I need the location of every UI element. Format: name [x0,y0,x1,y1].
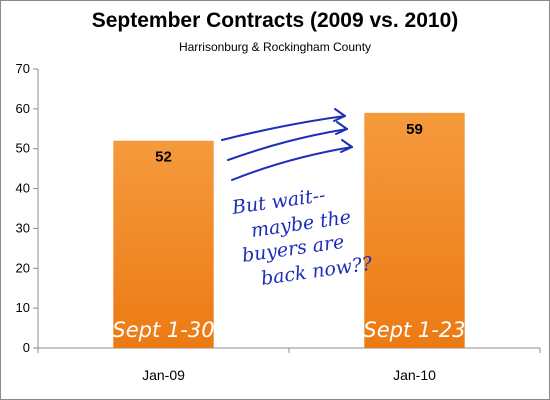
x-tick-label: Jan-09 [142,367,185,383]
bar-annotation: Sept 1-23 [363,318,465,342]
labels: 52 Sept 1-30 Jan-09 59 Sept 1-23 Jan-10 [112,121,465,383]
data-label: 59 [406,121,423,138]
arrow-line [227,128,348,161]
bar-annotation: Sept 1-30 [112,318,214,342]
y-tick-label: 60 [16,101,30,116]
x-tick-label: Jan-10 [393,367,436,383]
arrowhead [335,121,348,135]
y-tick-label: 20 [16,260,30,275]
y-tick-label: 50 [16,141,30,156]
y-tick-label: 30 [16,220,30,235]
bar [364,112,465,348]
y-tick-label: 70 [16,61,30,76]
arrow-line [231,146,353,181]
chart-title: September Contracts (2009 vs. 2010) [91,9,459,32]
chart-subtitle: Harrisonburg & Rockingham County [178,40,372,54]
arrowhead [333,108,346,122]
arrow-line [221,115,346,141]
bar [113,140,214,348]
y-tick-label: 10 [16,300,30,315]
y-tick-label: 0 [23,340,30,355]
arrowhead [340,139,353,153]
data-label: 52 [155,149,172,166]
y-tick-label: 40 [16,181,30,196]
bars [113,112,465,348]
